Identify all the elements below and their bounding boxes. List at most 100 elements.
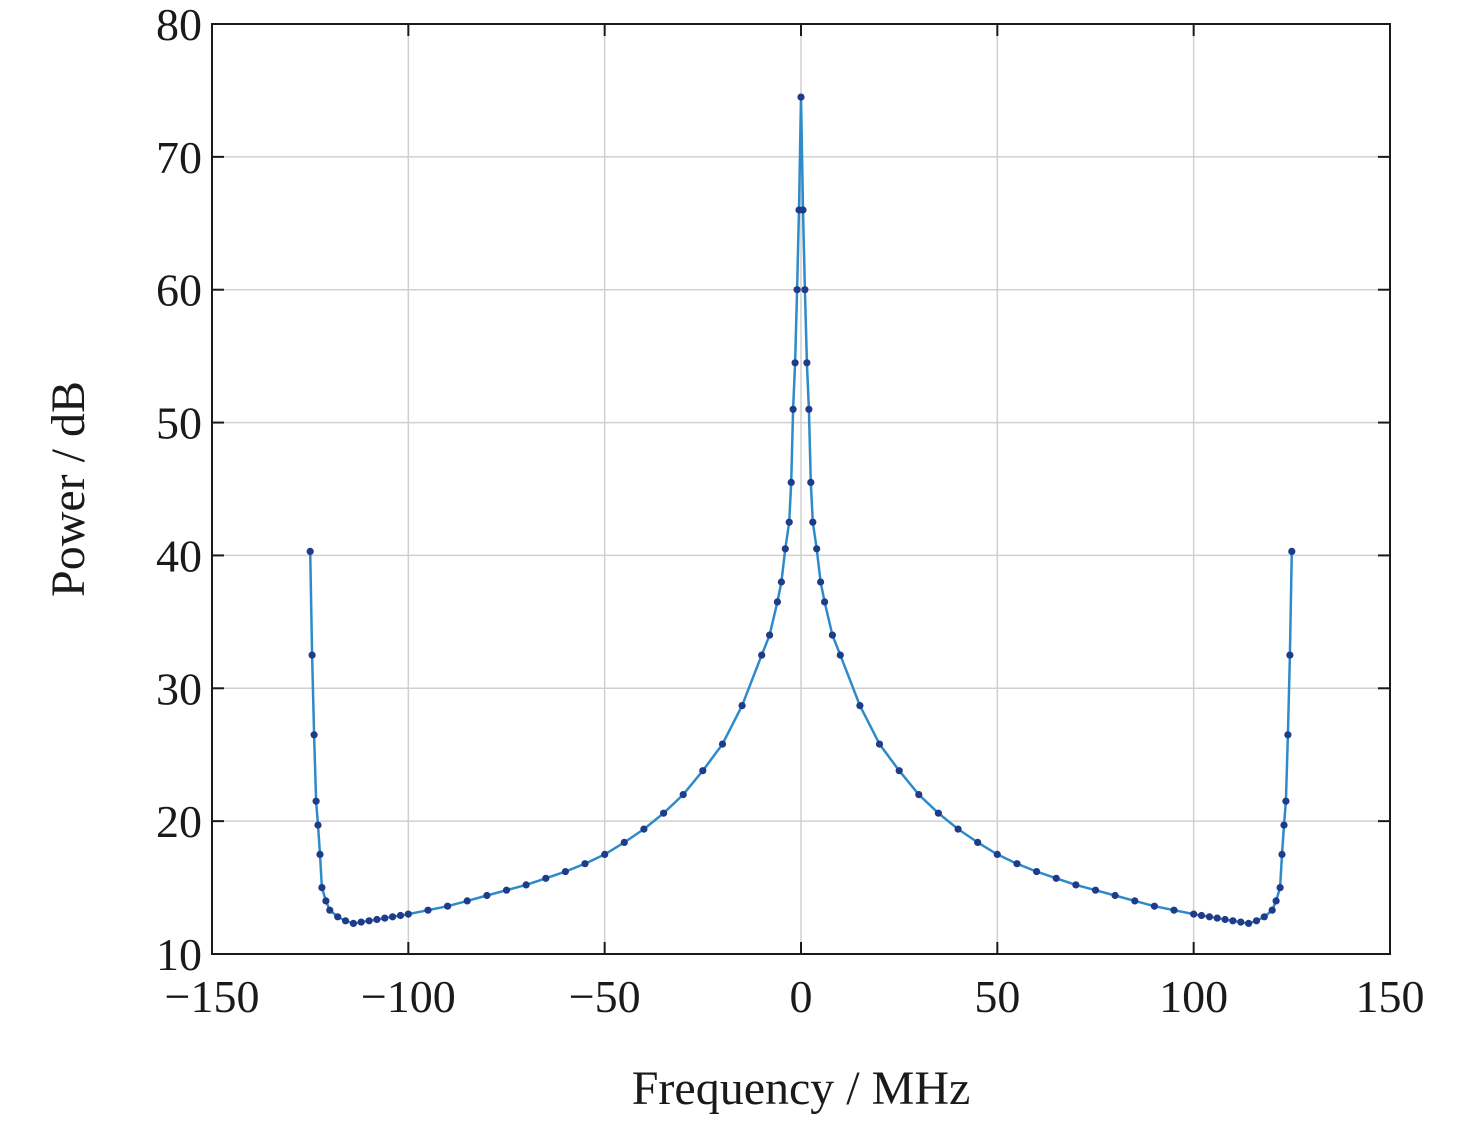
data-point: [974, 838, 982, 847]
data-point: [444, 902, 452, 910]
data-point: [954, 825, 962, 833]
y-tick-label-3: 40: [156, 530, 202, 581]
y-tick-label-7: 80: [156, 0, 202, 50]
data-point: [1190, 910, 1198, 918]
data-point: [1278, 850, 1286, 859]
data-point: [1229, 917, 1237, 925]
data-point: [895, 767, 903, 775]
data-point: [1252, 917, 1261, 925]
data-point: [777, 578, 786, 586]
data-point: [758, 651, 766, 659]
y-tick-label-6: 70: [156, 132, 202, 183]
data-point: [316, 850, 324, 859]
x-tick-label-1: −100: [361, 971, 456, 1022]
data-point: [797, 93, 805, 101]
data-point: [1237, 918, 1245, 926]
data-point: [365, 917, 373, 925]
data-point: [1282, 797, 1290, 805]
data-point: [934, 809, 943, 817]
data-point: [601, 850, 609, 859]
data-point: [318, 884, 326, 892]
data-point: [381, 914, 389, 922]
data-point: [312, 797, 320, 805]
data-point: [424, 906, 432, 914]
data-point: [803, 359, 811, 367]
data-point: [1284, 731, 1292, 739]
data-point: [718, 740, 727, 748]
y-axis-title: Power / dB: [42, 381, 95, 597]
y-tick-labels: 10 20 30 40 50 60 70 80: [156, 0, 202, 980]
data-point: [821, 598, 829, 606]
data-point: [349, 919, 357, 928]
data-point: [1072, 881, 1080, 889]
data-point: [581, 860, 589, 868]
data-point: [679, 791, 687, 799]
series-layer: [306, 93, 1296, 928]
data-point: [809, 518, 817, 526]
y-tick-label-2: 30: [156, 663, 202, 714]
x-tick-label-0: −150: [165, 971, 260, 1022]
data-point: [1221, 915, 1229, 924]
data-point: [1170, 906, 1178, 914]
data-point: [828, 631, 837, 639]
data-point: [1245, 919, 1253, 928]
data-point: [1131, 897, 1139, 905]
data-point: [791, 359, 799, 367]
data-point: [561, 868, 570, 876]
data-point: [793, 286, 801, 294]
y-tick-label-0: 10: [156, 929, 202, 980]
data-point: [1280, 821, 1288, 829]
data-point: [1013, 860, 1021, 868]
data-point: [1033, 868, 1041, 876]
data-point: [522, 881, 530, 889]
data-point: [817, 578, 825, 586]
data-point: [310, 731, 318, 739]
data-point: [799, 206, 807, 214]
data-point: [373, 915, 381, 924]
data-point: [660, 809, 668, 817]
data-point: [787, 478, 795, 486]
data-point: [314, 821, 322, 829]
y-tick-label-1: 20: [156, 796, 202, 847]
x-tick-label-4: 50: [974, 971, 1020, 1022]
x-tick-label-2: −50: [569, 971, 641, 1022]
x-axis-title: Frequency / MHz: [632, 1062, 971, 1115]
data-point: [1213, 914, 1221, 922]
data-point: [1286, 651, 1294, 659]
data-point: [483, 891, 491, 900]
y-tick-label-5: 60: [156, 265, 202, 316]
axis-ticks: [211, 23, 1391, 955]
data-point: [308, 651, 316, 659]
data-point: [915, 791, 923, 799]
data-point: [1197, 911, 1206, 920]
x-tick-labels: −150 −100 −50 0 50 100 150: [165, 971, 1425, 1022]
x-tick-label-6: 150: [1356, 971, 1425, 1022]
x-tick-label-3: 0: [790, 971, 813, 1022]
data-point: [1111, 891, 1119, 900]
data-point: [640, 825, 648, 833]
data-point: [807, 478, 815, 486]
data-point: [813, 545, 821, 553]
data-point: [1288, 547, 1296, 556]
data-point: [404, 910, 412, 918]
data-point: [785, 518, 793, 526]
data-point: [322, 897, 330, 905]
data-point: [875, 740, 884, 748]
data-point: [389, 913, 397, 921]
data-point: [341, 917, 350, 925]
data-point: [1268, 906, 1276, 914]
data-point: [620, 838, 628, 847]
data-point: [1150, 902, 1158, 910]
data-point: [334, 913, 342, 921]
data-point: [766, 631, 774, 639]
data-point: [993, 850, 1001, 859]
data-point: [789, 405, 797, 413]
data-point: [326, 906, 334, 914]
data-point: [396, 911, 405, 920]
data-point: [1091, 886, 1100, 894]
data-point: [781, 545, 789, 553]
data-point: [306, 547, 314, 556]
data-point: [1272, 897, 1280, 905]
